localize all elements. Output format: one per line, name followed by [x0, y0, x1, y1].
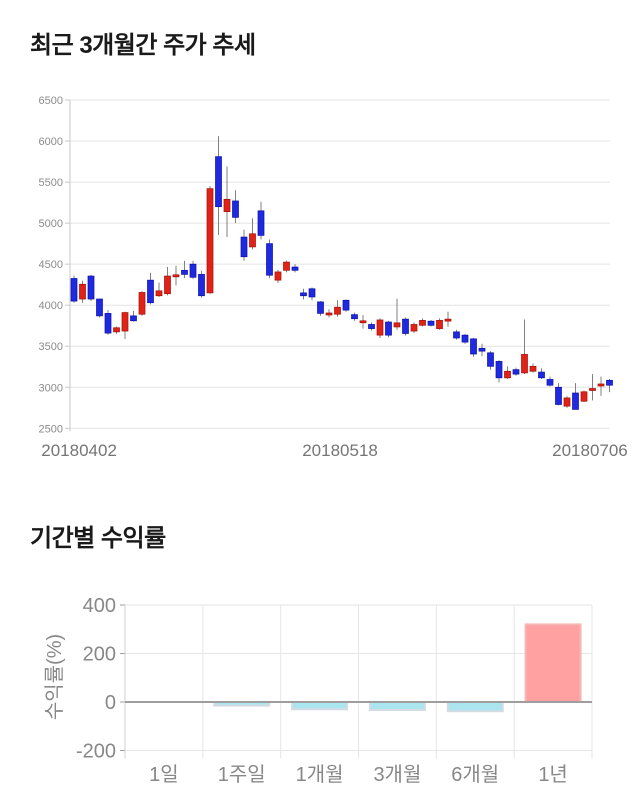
bar-negative: [368, 701, 426, 712]
x-tick-label: 1년: [538, 763, 568, 786]
bar-negative: [291, 701, 349, 711]
candle-up: [521, 354, 528, 374]
candle-up: [206, 188, 214, 294]
x-tick-label: 20180518: [302, 441, 378, 460]
x-tick-label: 1주일: [218, 763, 266, 786]
bar-positive: [524, 623, 582, 704]
candle-down: [240, 236, 248, 258]
candle-up: [359, 320, 367, 324]
candle-down: [538, 371, 545, 379]
candle-down: [215, 156, 222, 208]
candle-down: [402, 318, 409, 334]
candle-down: [198, 274, 205, 297]
candle-down: [512, 369, 520, 375]
candle-up: [376, 319, 384, 336]
y-tick-label: 3000: [39, 382, 63, 394]
y-tick-label: 5500: [39, 177, 63, 189]
candle-down: [181, 269, 188, 275]
candle-down: [87, 275, 95, 300]
returns-chart-title: 기간별 수익률: [30, 525, 166, 552]
candle-down: [147, 279, 154, 304]
candle-down: [487, 352, 494, 367]
candle-up: [164, 275, 171, 295]
x-tick-label: 6개월: [451, 763, 499, 786]
candle-down: [461, 334, 469, 343]
candle-up: [334, 306, 341, 315]
price-candlestick-chart: 6500 6000 5500 5000 4500 4000 3500 3000 2500 2018…: [39, 95, 628, 460]
y-tick-label: 6500: [39, 95, 63, 107]
candle-up: [580, 391, 588, 402]
candle-down: [546, 379, 554, 386]
candle-down: [130, 315, 137, 322]
candle-down: [342, 299, 350, 311]
x-tick-label: 3개월: [373, 763, 421, 786]
candle-up: [419, 320, 426, 326]
candle-down: [572, 392, 579, 410]
candle-down: [189, 263, 197, 278]
x-tick-label: 20180402: [41, 441, 117, 460]
candle-down: [257, 210, 265, 236]
candle-up: [121, 312, 129, 332]
y-tick-label: 3500: [39, 341, 63, 353]
y-axis-title: 수익률(%): [43, 634, 66, 720]
candle-down: [308, 288, 316, 298]
y-tick-label: 4000: [39, 300, 63, 312]
returns-bar-chart: 400 200 0 -200 1일 1주일 1개월 3개월 6개월 1년 수익률(%): [43, 595, 593, 786]
candle-down: [266, 243, 273, 276]
x-tick-label: 20180706: [552, 441, 628, 460]
candle-up: [393, 322, 401, 328]
x-tick-label: 1일: [149, 763, 179, 786]
candle-down: [385, 321, 392, 336]
price-chart-title: 최근 3개월간 주가 추세: [30, 32, 256, 59]
candle-up: [504, 370, 511, 379]
x-tick-label: 1개월: [296, 763, 344, 786]
candle-up: [223, 198, 231, 212]
candle-down: [453, 331, 460, 339]
bar-negative: [446, 701, 504, 713]
y-tick-label: 400: [83, 595, 116, 617]
candle-down: [495, 361, 503, 379]
candle-up: [79, 283, 86, 300]
y-tick-label: 0: [105, 692, 116, 714]
y-tick-label: 4500: [39, 259, 63, 271]
y-tick-label: 6000: [39, 136, 63, 148]
candle-down: [70, 278, 78, 302]
y-tick-label: 200: [83, 644, 116, 666]
candle-up: [274, 271, 282, 281]
candle-up: [138, 292, 146, 315]
candle-up: [529, 365, 537, 372]
candle-up: [597, 383, 605, 387]
candle-up: [283, 261, 290, 271]
candle-down: [351, 314, 358, 320]
candle-up: [410, 324, 418, 332]
candle-down: [317, 301, 324, 314]
candle-down: [232, 200, 239, 218]
candle-down: [478, 347, 486, 352]
candle-down: [555, 386, 562, 405]
candle-up: [563, 397, 571, 407]
candle-up: [172, 274, 180, 278]
y-tick-label: 2500: [39, 423, 63, 435]
candle-down: [104, 313, 112, 334]
candle-down: [96, 298, 103, 317]
y-tick-label: -200: [76, 741, 116, 763]
candle-up: [436, 320, 443, 329]
candle-up: [155, 290, 163, 297]
candle-up: [444, 318, 452, 322]
candle-down: [300, 292, 307, 297]
candle-up: [249, 233, 256, 248]
candle-up: [589, 388, 596, 391]
candle-up: [325, 312, 333, 316]
candle-down: [368, 324, 375, 329]
candle-down: [470, 338, 477, 355]
candle-down: [427, 320, 435, 326]
y-tick-label: 5000: [39, 218, 63, 230]
candle-down: [291, 266, 299, 271]
candle-up: [113, 327, 120, 333]
candle-down: [606, 379, 613, 386]
